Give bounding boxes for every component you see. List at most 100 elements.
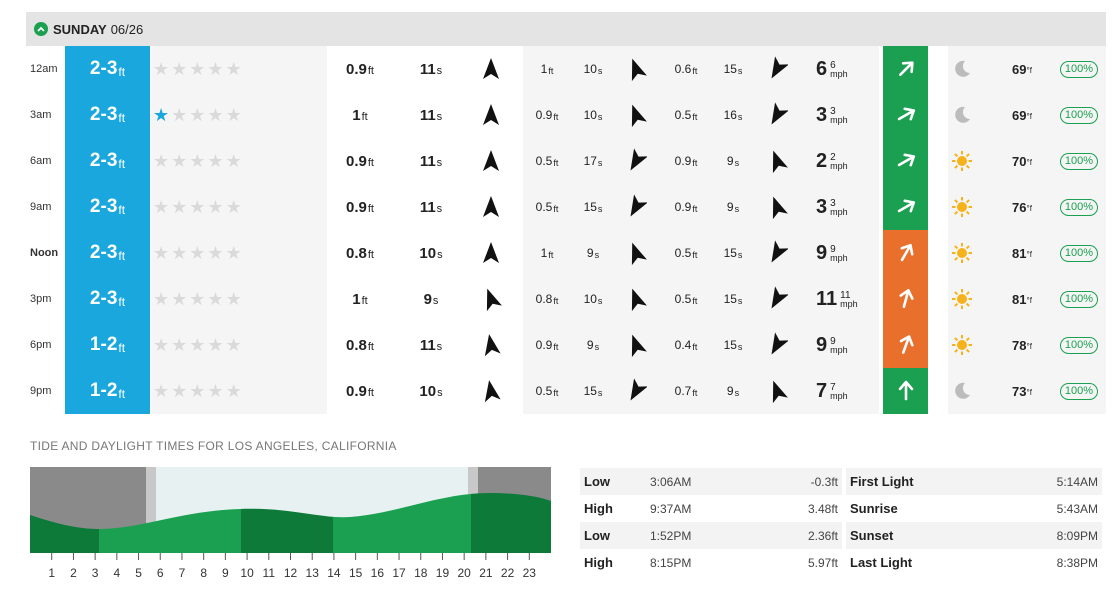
wind-speed: 3 3 mph bbox=[816, 103, 848, 126]
forecast-time: 6am bbox=[30, 155, 52, 167]
wind-speed: 3 3 mph bbox=[816, 195, 848, 218]
temperature: 78 °f bbox=[1012, 337, 1032, 353]
tide-type: High bbox=[584, 555, 613, 570]
daylight-entry: Sunrise 5:43AM bbox=[846, 495, 1102, 522]
day-name: SUNDAY bbox=[53, 21, 107, 37]
tide-entry: High 9:37AM 3.48ft bbox=[580, 495, 842, 522]
chevron-up-icon[interactable] bbox=[34, 22, 48, 36]
daylight-time: 5:43AM bbox=[1056, 501, 1098, 516]
tide-type: Low bbox=[584, 474, 610, 489]
daylight-time: 5:14AM bbox=[1056, 474, 1098, 489]
wind-speed: 9 9 mph bbox=[816, 241, 848, 264]
daylight-time: 8:09PM bbox=[1056, 528, 1098, 543]
swell-direction-arrow-icon bbox=[631, 58, 647, 82]
rating-stars: ★ ★ ★ ★ ★ bbox=[153, 368, 263, 414]
tide-hour-label: 3 bbox=[92, 566, 99, 580]
swell3-height: 0.9 ft bbox=[674, 154, 698, 168]
temperature: 81 °f bbox=[1012, 245, 1032, 261]
star-icon: ★ bbox=[189, 58, 208, 79]
tide-height: 3.48ft bbox=[807, 501, 838, 516]
wind-direction bbox=[883, 276, 928, 322]
star-icon: ★ bbox=[225, 58, 244, 79]
temperature: 81 °f bbox=[1012, 291, 1032, 307]
swell2-height: 0.5 ft bbox=[535, 384, 559, 398]
temperature: 69 °f bbox=[1012, 61, 1032, 77]
tide-hour-label: 15 bbox=[349, 566, 363, 580]
star-icon: ★ bbox=[153, 288, 172, 309]
swell1-height: 0.9 ft bbox=[346, 382, 374, 400]
surf-height: 1-2 ft bbox=[65, 368, 150, 414]
sun-icon bbox=[952, 151, 972, 171]
star-icon: ★ bbox=[171, 242, 190, 263]
tide-hour-label: 23 bbox=[523, 566, 537, 580]
tide-hour-label: 22 bbox=[501, 566, 515, 580]
tide-table: Low 3:06AM -0.3ft High 9:37AM 3.48ft Low 1:52PM… bbox=[580, 468, 842, 576]
wind-arrow-icon bbox=[897, 153, 915, 167]
probability: 100% bbox=[1057, 276, 1101, 322]
tide-height: -0.3ft bbox=[810, 474, 838, 489]
swell1-height: 0.8 ft bbox=[346, 244, 374, 262]
swell2-height: 0.5 ft bbox=[535, 200, 559, 214]
tide-hour-label: 10 bbox=[240, 566, 254, 580]
swell1-height: 1 ft bbox=[352, 290, 368, 308]
swell3-height: 0.7 ft bbox=[674, 384, 698, 398]
day-header[interactable]: SUNDAY 06/26 bbox=[26, 12, 1106, 46]
swell2-height: 0.9 ft bbox=[535, 108, 559, 122]
swell2-height: 0.5 ft bbox=[535, 154, 559, 168]
forecast-time: 9am bbox=[30, 201, 52, 213]
wind-arrow-icon bbox=[898, 61, 914, 76]
tide-hour-label: 19 bbox=[436, 566, 450, 580]
swell-direction-arrow-icon bbox=[483, 196, 499, 217]
star-icon: ★ bbox=[189, 288, 208, 309]
temperature: 76 °f bbox=[1012, 199, 1032, 215]
rating-stars: ★ ★ ★ ★ ★ bbox=[153, 230, 263, 276]
sun-icon bbox=[952, 243, 972, 263]
tide-axis: 1 2 3 4 5 6 7 8 9 10 11 12 13 14 15 16 17 18 19 20 21 22 23 bbox=[48, 553, 536, 580]
daylight-table: First Light 5:14AM Sunrise 5:43AM Sunset 8:09… bbox=[846, 468, 1102, 576]
wind-speed: 7 7 mph bbox=[816, 379, 848, 402]
forecast-time: 9pm bbox=[30, 385, 52, 397]
star-icon: ★ bbox=[225, 242, 244, 263]
swell2-period: 15 s bbox=[583, 384, 603, 398]
star-icon: ★ bbox=[171, 380, 190, 401]
probability: 100% bbox=[1057, 138, 1101, 184]
moon-icon bbox=[955, 60, 970, 77]
swell3-period: 15 s bbox=[723, 292, 743, 306]
tide-type: Low bbox=[584, 528, 610, 543]
swell-direction-arrow-icon bbox=[631, 288, 647, 312]
wind-arrow-icon bbox=[897, 199, 915, 213]
swell2-height: 1 ft bbox=[540, 246, 554, 260]
swell-direction-arrow-icon bbox=[771, 332, 788, 355]
temperature: 73 °f bbox=[1012, 383, 1032, 399]
wind-direction bbox=[883, 92, 928, 138]
tide-hour-label: 14 bbox=[327, 566, 341, 580]
tide-hour-label: 6 bbox=[157, 566, 164, 580]
tide-hour-label: 13 bbox=[306, 566, 320, 580]
star-icon: ★ bbox=[171, 196, 190, 217]
swell-direction-arrow-icon bbox=[483, 104, 499, 125]
star-icon: ★ bbox=[153, 196, 172, 217]
star-icon: ★ bbox=[225, 288, 244, 309]
tide-title: TIDE AND DAYLIGHT TIMES FOR LOS ANGELES,… bbox=[30, 439, 397, 453]
swell3-period: 15 s bbox=[723, 338, 743, 352]
daylight-label: Last Light bbox=[850, 555, 913, 570]
swell3-height: 0.5 ft bbox=[674, 108, 698, 122]
swell2-period: 10 s bbox=[583, 292, 603, 306]
star-icon: ★ bbox=[171, 288, 190, 309]
swell1-height: 0.8 ft bbox=[346, 336, 374, 354]
tide-chart: 1 2 3 4 5 6 7 8 9 10 11 12 13 14 15 16 17 18 19 20 21 22 23 bbox=[30, 467, 551, 580]
swell1-height: 0.9 ft bbox=[346, 60, 374, 78]
day-date: 06/26 bbox=[110, 21, 144, 37]
wind-direction bbox=[883, 230, 928, 276]
star-icon: ★ bbox=[225, 104, 244, 125]
star-icon: ★ bbox=[207, 380, 226, 401]
swell-direction-arrow-icon bbox=[631, 242, 647, 266]
wind-direction bbox=[883, 322, 928, 368]
star-icon: ★ bbox=[225, 380, 244, 401]
star-icon: ★ bbox=[153, 242, 172, 263]
star-icon: ★ bbox=[153, 334, 172, 355]
swell2-period: 10 s bbox=[583, 62, 603, 76]
forecast-row: 6pm 1-2 ft ★ ★ ★ ★ ★ 0.8 ft 11 s 0.9 ft 9 s 0.4 ft 15 s 9 9 mp… bbox=[26, 322, 1106, 368]
star-icon: ★ bbox=[207, 288, 226, 309]
